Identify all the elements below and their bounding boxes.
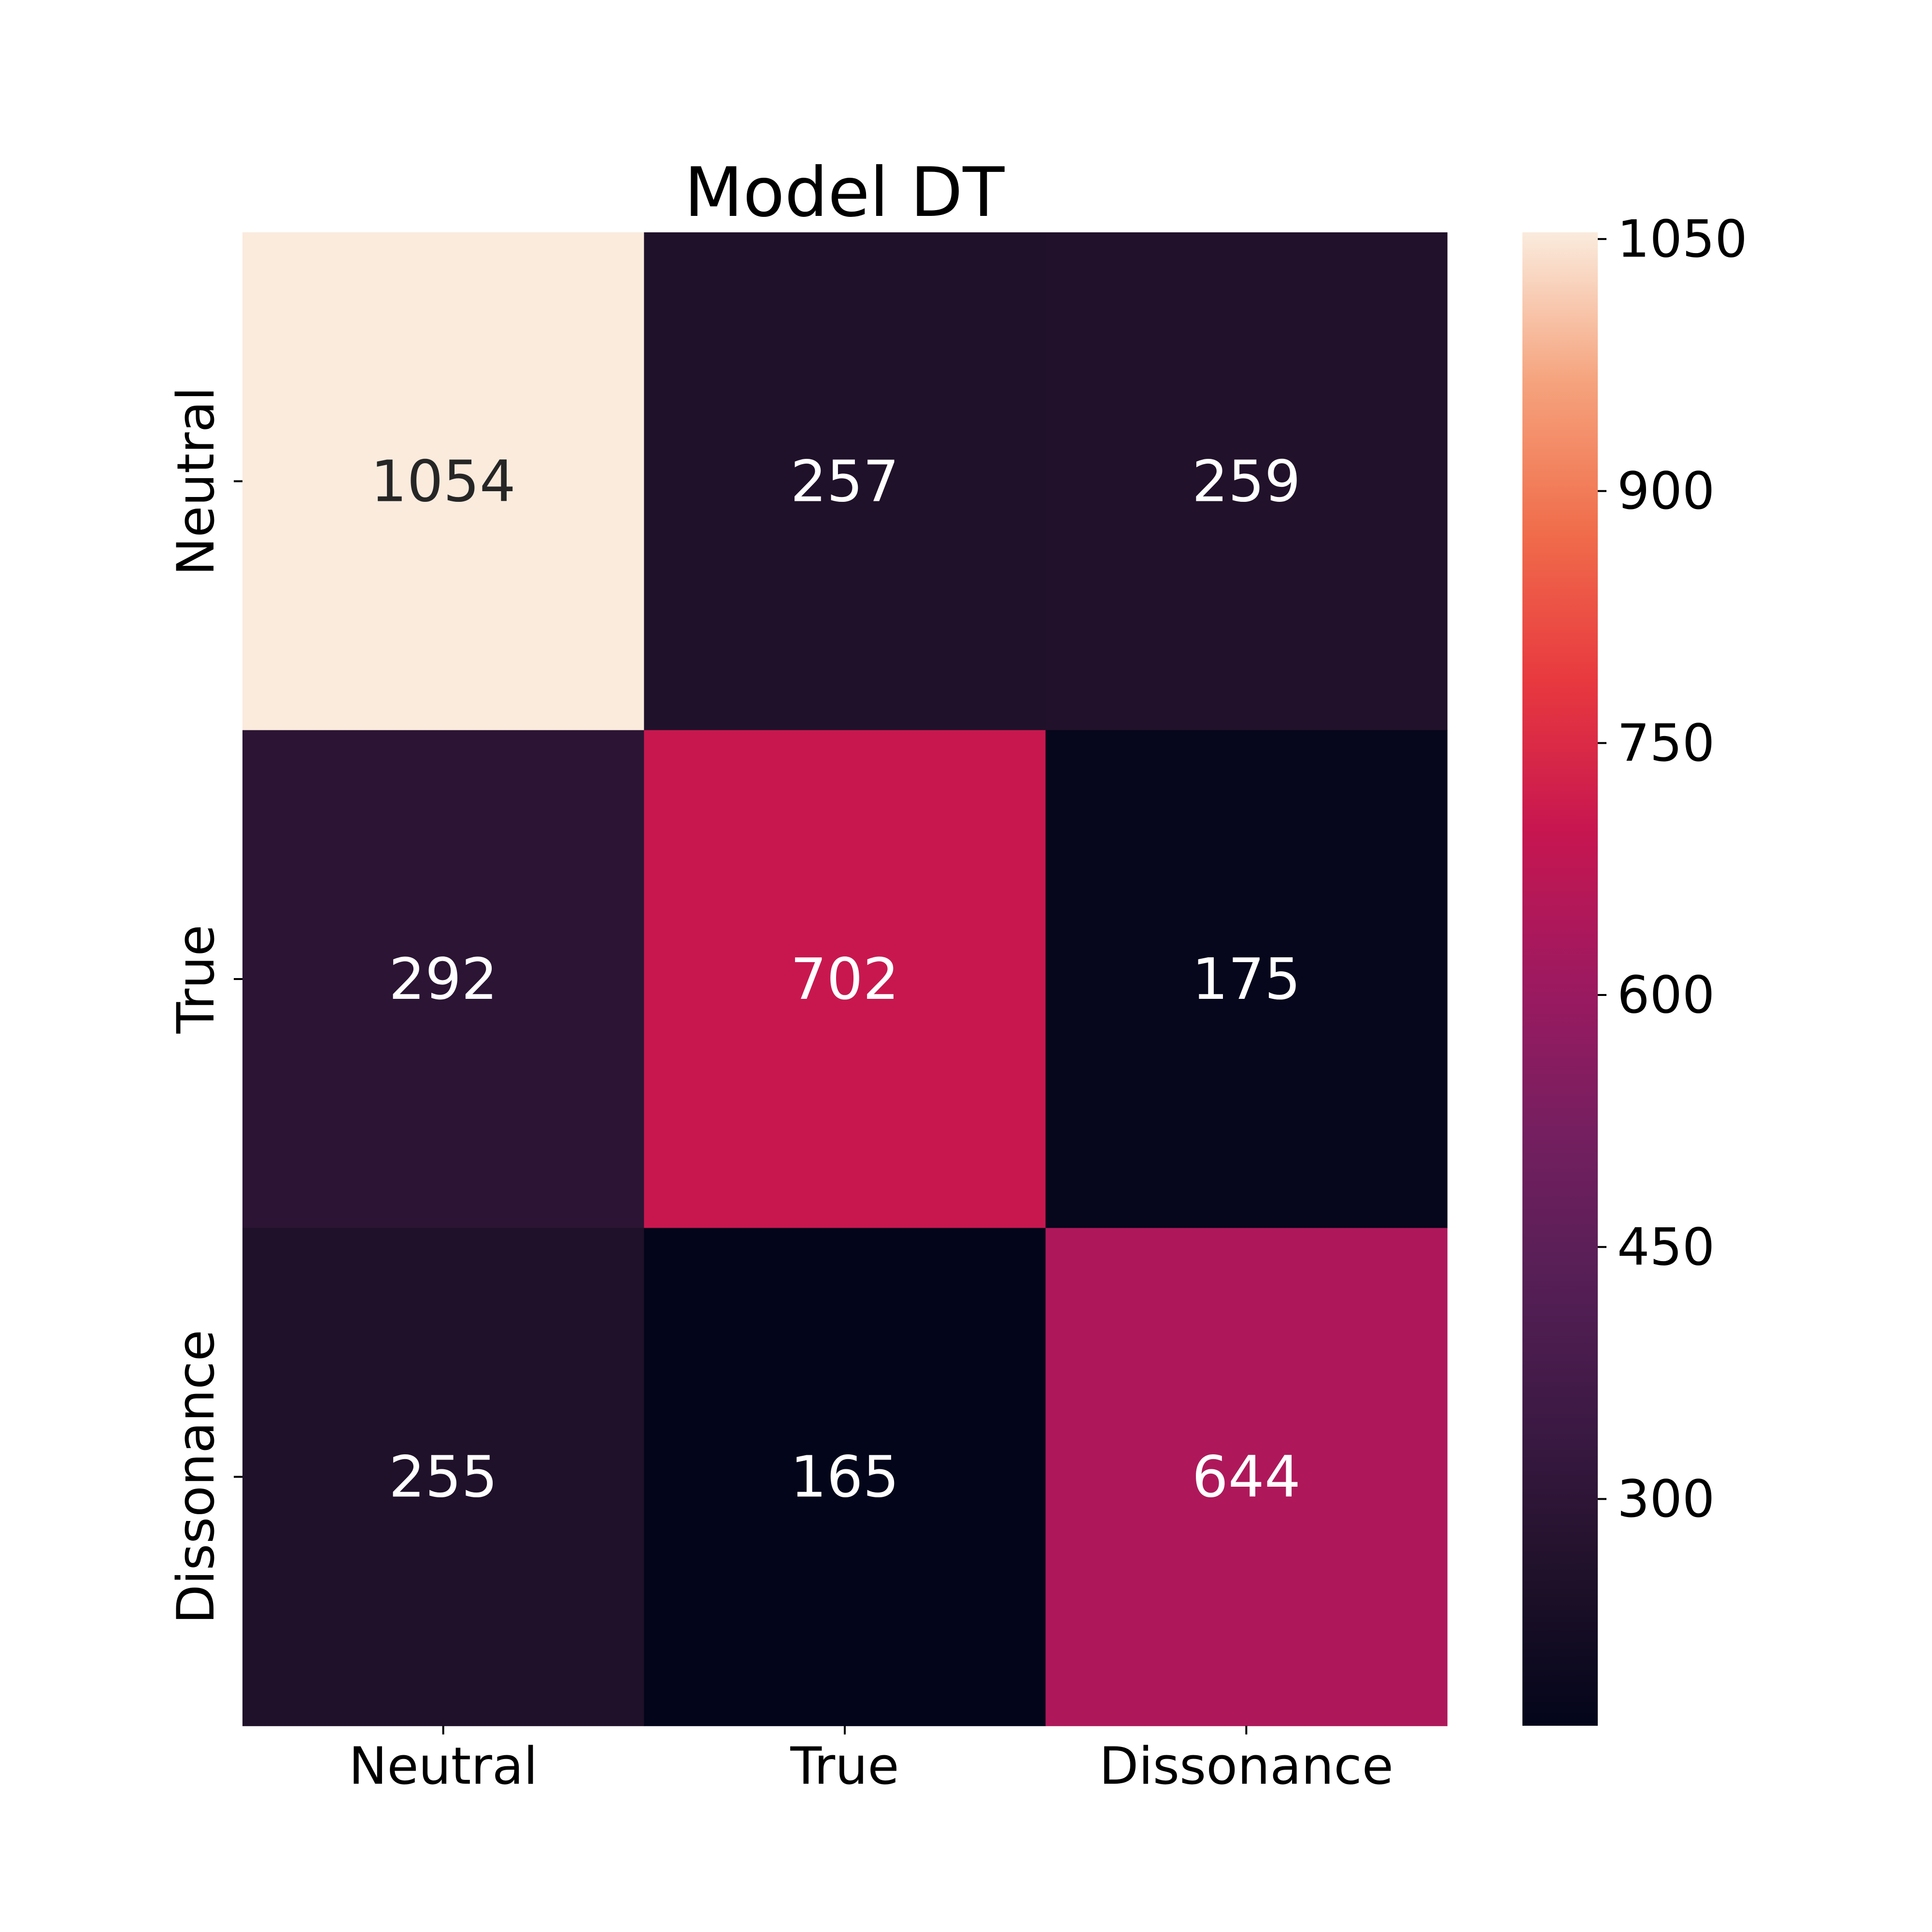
heatmap-cell — [1045, 232, 1448, 731]
heatmap-cell-value: 1054 — [371, 448, 516, 514]
heatmap-cell — [644, 1228, 1046, 1726]
colorbar-tick-label: 750 — [1617, 713, 1715, 773]
colorbar-tick-label: 300 — [1617, 1469, 1715, 1529]
x-tick-label: True — [790, 1736, 899, 1796]
y-tick-label: Dissonance — [166, 1330, 226, 1624]
heatmap-cell — [644, 232, 1046, 731]
colorbar — [1522, 232, 1598, 1726]
heatmap-cell-value: 644 — [1192, 1444, 1301, 1510]
colorbar-gradient-bar — [1522, 232, 1598, 1726]
x-tick-label: Dissonance — [1099, 1736, 1393, 1796]
colorbar-tick-label: 900 — [1617, 461, 1715, 521]
colorbar-ticks: 300 450 600 750 900 1050 — [1598, 209, 1747, 1529]
heatmap-cell — [242, 1228, 645, 1726]
colorbar-tick-label: 450 — [1617, 1217, 1715, 1277]
heatmap-cell — [242, 232, 645, 731]
heatmap-cell-value: 259 — [1192, 448, 1301, 514]
colorbar-tick-label: 600 — [1617, 966, 1715, 1025]
heatmap-cell — [644, 730, 1046, 1229]
x-axis: Neutral True Dissonance — [349, 1726, 1393, 1796]
colorbar-tick-label: 1050 — [1617, 209, 1747, 269]
heatmap-cells — [242, 232, 1448, 1726]
heatmap-cell-value: 165 — [790, 1444, 899, 1510]
heatmap-cell-value: 702 — [790, 946, 899, 1012]
heatmap-cell-value: 292 — [389, 946, 497, 1012]
heatmap-cell — [242, 730, 645, 1229]
y-tick-label: Neutral — [166, 387, 226, 576]
x-tick-label: Neutral — [349, 1736, 538, 1796]
y-tick-label: True — [166, 924, 226, 1034]
heatmap-cell-value: 257 — [790, 448, 899, 514]
heatmap-cell — [1045, 1228, 1448, 1726]
y-axis: Neutral True Dissonance — [166, 387, 242, 1624]
heatmap-cell-value: 255 — [389, 1444, 497, 1510]
heatmap-cell — [1045, 730, 1448, 1229]
heatmap-cell-value: 175 — [1192, 946, 1301, 1012]
heatmap-cell-labels: 1054 257 259 292 702 175 255 165 644 — [371, 448, 1301, 1510]
chart-title: Model DT — [684, 153, 1005, 232]
